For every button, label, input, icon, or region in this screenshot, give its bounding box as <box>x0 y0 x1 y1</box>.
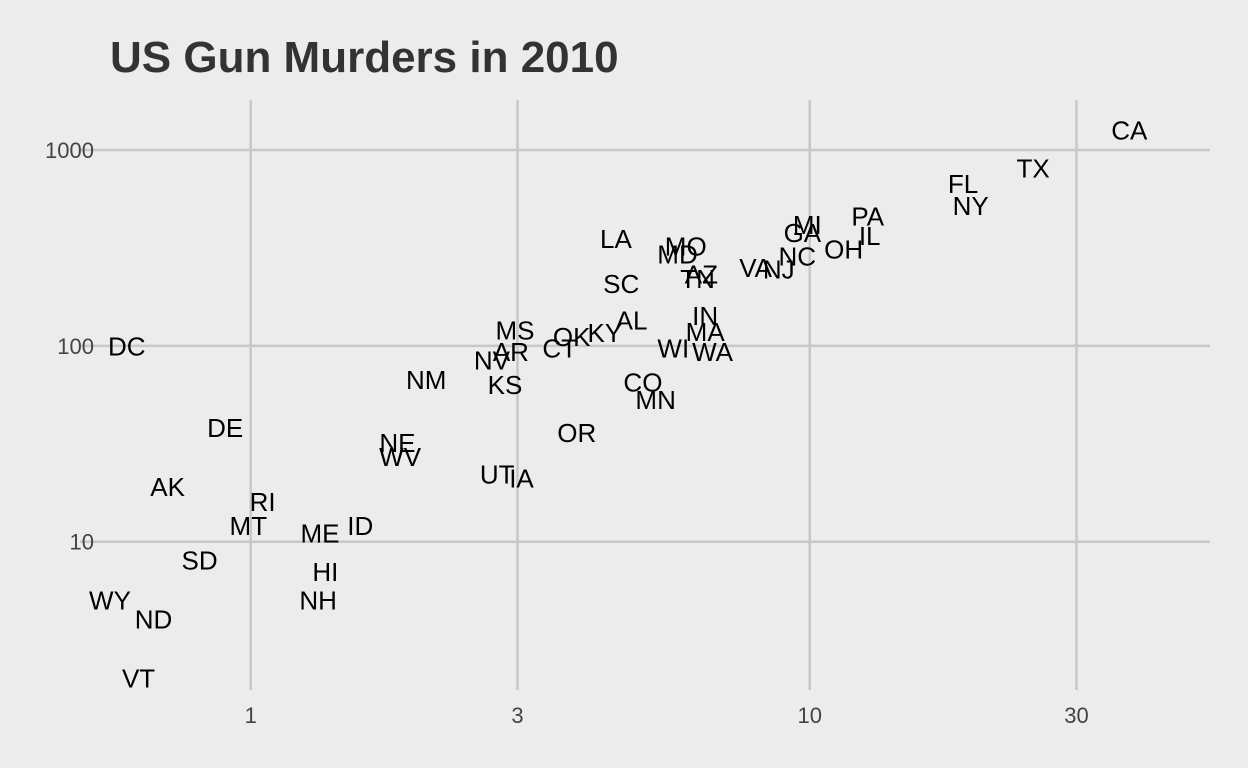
point-label-oh: OH <box>824 235 863 265</box>
point-label-ut: UT <box>480 460 515 490</box>
point-label-wa: WA <box>692 337 734 367</box>
point-label-la: LA <box>600 224 632 254</box>
point-label-de: DE <box>207 413 243 443</box>
x-tick-label: 3 <box>511 703 523 728</box>
point-label-mn: MN <box>635 385 675 415</box>
point-label-co: CO <box>623 368 662 398</box>
point-label-ok: OK <box>553 322 591 352</box>
point-label-sc: SC <box>603 269 639 299</box>
x-axis-tick-labels: 1 3 10 30 <box>245 703 1089 728</box>
point-label-ca: CA <box>1111 116 1148 146</box>
point-label-nh: NH <box>299 586 337 616</box>
point-label-nc: NC <box>779 241 817 271</box>
point-label-me: ME <box>300 519 339 549</box>
point-label-fl: FL <box>948 169 978 199</box>
point-label-ms: MS <box>496 315 535 345</box>
point-label-wy: WY <box>89 586 131 616</box>
point-label-mt: MT <box>230 511 268 541</box>
point-label-ia: IA <box>509 464 534 494</box>
x-tick-label: 30 <box>1064 703 1088 728</box>
point-label-pa: PA <box>851 202 884 232</box>
x-tick-label: 10 <box>798 703 822 728</box>
point-label-az: AZ <box>685 259 718 289</box>
x-gridlines <box>249 100 1078 690</box>
chart-title: US Gun Murders in 2010 <box>110 33 619 82</box>
y-tick-label: 1000 <box>45 138 94 163</box>
point-label-ga: GA <box>784 218 822 248</box>
point-label-nj: NJ <box>763 254 795 284</box>
point-label-dc: DC <box>108 332 146 362</box>
point-label-nm: NM <box>406 365 446 395</box>
point-label-sd: SD <box>182 546 218 576</box>
point-label-ky: KY <box>588 318 623 348</box>
y-axis-tick-labels: 10 100 1000 <box>45 138 94 555</box>
point-label-wv: WV <box>379 442 422 472</box>
point-label-ny: NY <box>953 191 989 221</box>
point-label-tx: TX <box>1017 153 1050 183</box>
point-label-ma: MA <box>686 317 726 347</box>
point-label-vt: VT <box>122 664 155 694</box>
point-label-hi: HI <box>312 557 338 587</box>
point-label-ri: RI <box>250 487 276 517</box>
x-tick-label: 1 <box>245 703 257 728</box>
point-label-nd: ND <box>135 605 173 635</box>
y-tick-label: 100 <box>57 334 94 359</box>
point-label-in: IN <box>692 301 718 331</box>
point-label-mo: MO <box>665 232 707 262</box>
point-label-tn: TN <box>680 264 715 294</box>
point-label-ak: AK <box>150 472 185 502</box>
y-gridlines <box>80 148 1210 543</box>
point-label-or: OR <box>557 418 596 448</box>
point-label-ar: AR <box>493 337 529 367</box>
point-label-md: MD <box>657 239 697 269</box>
point-label-ks: KS <box>488 370 523 400</box>
point-label-nv: NV <box>474 346 511 376</box>
point-label-va: VA <box>739 253 772 283</box>
point-label-ct: CT <box>542 333 577 363</box>
point-label-al: AL <box>616 305 648 335</box>
point-label-wi: WI <box>657 333 689 363</box>
point-label-il: IL <box>859 221 881 251</box>
point-label-ne: NE <box>379 428 415 458</box>
point-label-id: ID <box>347 511 373 541</box>
y-tick-label: 10 <box>70 530 94 555</box>
point-label-mi: MI <box>793 210 822 240</box>
